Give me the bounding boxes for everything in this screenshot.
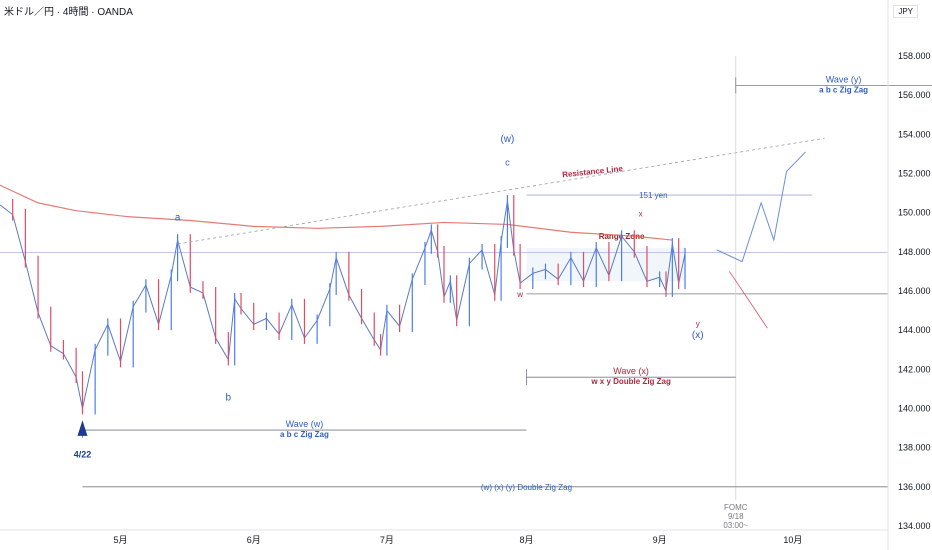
wave-b-label: b	[226, 393, 232, 404]
wave-x-sub: w x y Double Zig Zag	[590, 377, 671, 386]
fomc-time: 03:00~	[723, 521, 748, 530]
double-zigzag-label: (w) (x) (y) Double Zig Zag	[481, 483, 572, 492]
wave-y-label: y	[696, 319, 700, 328]
y-tick-label: 150.000	[898, 208, 931, 218]
y-tick-label: 146.000	[898, 286, 931, 296]
wave-w-label: (w)	[500, 134, 514, 145]
y-tick-label: 142.000	[898, 364, 931, 374]
y-axis: 158.000 156.000 154.000 152.000 150.000 148.0…	[887, 0, 931, 550]
wave-w2-label: w	[516, 290, 523, 299]
start-arrow	[77, 420, 88, 436]
wave-c-label: c	[505, 158, 510, 168]
wave-x-title: Wave (x)	[613, 366, 649, 376]
x-tick-label: 10月	[783, 535, 802, 545]
start-date-label: 4/22	[74, 449, 92, 459]
resistance-label: Resistance Line	[562, 164, 624, 179]
wave-y-title: Wave (y)	[826, 74, 862, 84]
y-tick-label: 134.000	[898, 521, 931, 531]
y-tick-label: 154.000	[898, 129, 931, 139]
price-series	[0, 195, 686, 415]
chart-title: 米ドル／円 · 4時間 · OANDA	[4, 7, 133, 18]
bear-projection-line	[729, 271, 768, 329]
wave-w-sub: a b c Zig Zag	[280, 430, 329, 439]
y-tick-label: 138.000	[898, 443, 931, 453]
x-axis: 5月 6月 7月 8月 9月 10月	[0, 529, 888, 545]
currency-label[interactable]: JPY	[893, 5, 918, 18]
y-tick-label: 140.000	[898, 404, 931, 414]
wave-y-sub: a b c Zig Zag	[819, 85, 868, 94]
x-tick-label: 6月	[247, 535, 261, 545]
moving-average-line	[0, 184, 673, 241]
y-tick-label: 148.000	[898, 247, 931, 257]
ref-151-label: 151 yen	[639, 191, 667, 200]
resistance-line	[177, 137, 825, 245]
y-tick-label: 136.000	[898, 482, 931, 492]
projection-line	[716, 151, 806, 263]
x-tick-label: 5月	[114, 535, 128, 545]
y-tick-label: 156.000	[898, 90, 931, 100]
x-tick-label: 8月	[519, 535, 533, 545]
fomc-date: 9/18	[728, 512, 744, 521]
wave-a-label: a	[175, 213, 181, 224]
y-tick-label: 152.000	[898, 169, 931, 179]
x-tick-label: 7月	[380, 535, 394, 545]
fomc-label: FOMC	[724, 503, 748, 512]
wave-x2-label: (x)	[692, 330, 704, 341]
wave-w-title: Wave (w)	[286, 419, 324, 429]
y-tick-label: 158.000	[898, 51, 931, 61]
moving-average	[0, 184, 673, 241]
x-tick-label: 9月	[653, 535, 667, 545]
y-tick-label: 144.000	[898, 325, 931, 335]
wave-x-label: x	[639, 210, 643, 219]
